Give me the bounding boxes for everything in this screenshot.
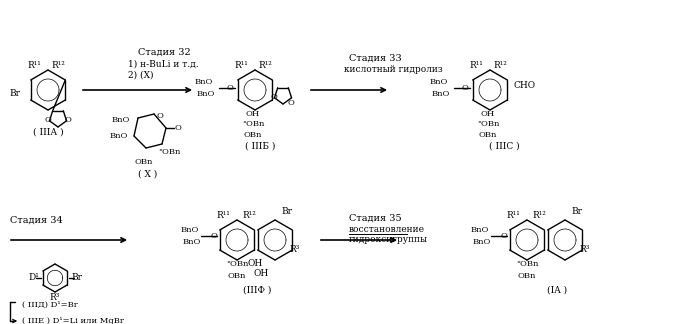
Text: R¹²: R¹² (258, 61, 272, 70)
Text: OBn: OBn (244, 131, 262, 139)
Text: O: O (175, 124, 182, 132)
Text: OH: OH (253, 270, 268, 279)
Text: BnO: BnO (470, 226, 489, 234)
Text: R¹²: R¹² (242, 211, 256, 219)
Text: O: O (45, 116, 52, 124)
Text: OH: OH (246, 110, 260, 118)
Text: O: O (271, 93, 278, 101)
Text: гидроксигруппы: гидроксигруппы (349, 236, 428, 245)
Text: OBn: OBn (518, 272, 536, 280)
Text: O: O (64, 116, 71, 124)
Text: R¹¹: R¹¹ (27, 61, 41, 70)
Text: R¹²: R¹² (51, 61, 65, 70)
Text: "OBn: "OBn (477, 120, 499, 128)
Text: Стадия 35: Стадия 35 (349, 214, 402, 223)
Text: OBn: OBn (135, 158, 153, 166)
Text: O: O (500, 232, 507, 240)
Text: BnO: BnO (182, 238, 201, 246)
Text: 2) (X): 2) (X) (127, 71, 153, 79)
Text: Br: Br (71, 273, 82, 283)
Text: OH: OH (247, 260, 263, 269)
Text: ( X ): ( X ) (138, 169, 158, 179)
Text: кислотный гидролиз: кислотный гидролиз (344, 65, 442, 75)
Text: Стадия 34: Стадия 34 (10, 215, 63, 225)
Text: Стадия 33: Стадия 33 (349, 53, 402, 63)
Text: (IA ): (IA ) (547, 285, 567, 295)
Text: "OBn: "OBn (226, 260, 248, 268)
Text: ( IIIД) D¹=Br: ( IIIД) D¹=Br (22, 301, 78, 309)
Text: CHO: CHO (514, 80, 536, 89)
Text: O: O (287, 99, 294, 107)
Text: R¹²: R¹² (493, 61, 507, 70)
Text: ( IIIБ ): ( IIIБ ) (245, 142, 275, 151)
Text: R¹¹: R¹¹ (506, 211, 520, 219)
Text: BnO: BnO (180, 226, 199, 234)
Text: 1) н-BuLi и т.д.: 1) н-BuLi и т.д. (127, 60, 198, 68)
Text: BnO: BnO (112, 116, 130, 124)
Text: O: O (461, 84, 468, 92)
Text: BnO: BnO (194, 78, 213, 86)
Text: "OBn: "OBn (158, 148, 180, 156)
Text: BnO: BnO (430, 78, 448, 86)
Text: ( IIIE ) D¹=Li или MgBr: ( IIIE ) D¹=Li или MgBr (22, 317, 124, 324)
Text: OH: OH (481, 110, 495, 118)
Text: BnO: BnO (431, 90, 450, 98)
Text: BnO: BnO (196, 90, 215, 98)
Text: R¹¹: R¹¹ (216, 211, 230, 219)
Text: Br: Br (572, 207, 582, 216)
Text: ( IIIС ): ( IIIС ) (489, 142, 519, 151)
Text: R³: R³ (290, 246, 300, 254)
Text: OBn: OBn (228, 272, 246, 280)
Text: Br: Br (9, 89, 20, 98)
Text: восстановление: восстановление (349, 226, 425, 235)
Text: "OBn: "OBn (242, 120, 264, 128)
Text: Стадия 32: Стадия 32 (138, 48, 190, 56)
Text: ( IIIА ): ( IIIА ) (33, 128, 64, 136)
Text: D¹: D¹ (28, 273, 39, 283)
Text: Br: Br (282, 207, 292, 216)
Text: (IIIФ ): (IIIФ ) (243, 285, 271, 295)
Text: R¹¹: R¹¹ (234, 61, 248, 70)
Text: "OBn: "OBn (516, 260, 538, 268)
Text: R³: R³ (579, 246, 590, 254)
Text: R¹¹: R¹¹ (469, 61, 483, 70)
Text: BnO: BnO (473, 238, 491, 246)
Text: R³: R³ (50, 294, 60, 303)
Text: O: O (226, 84, 233, 92)
Text: O: O (210, 232, 217, 240)
Text: O: O (157, 112, 164, 120)
Text: BnO: BnO (110, 132, 128, 140)
Text: R¹²: R¹² (532, 211, 546, 219)
Text: OBn: OBn (479, 131, 497, 139)
